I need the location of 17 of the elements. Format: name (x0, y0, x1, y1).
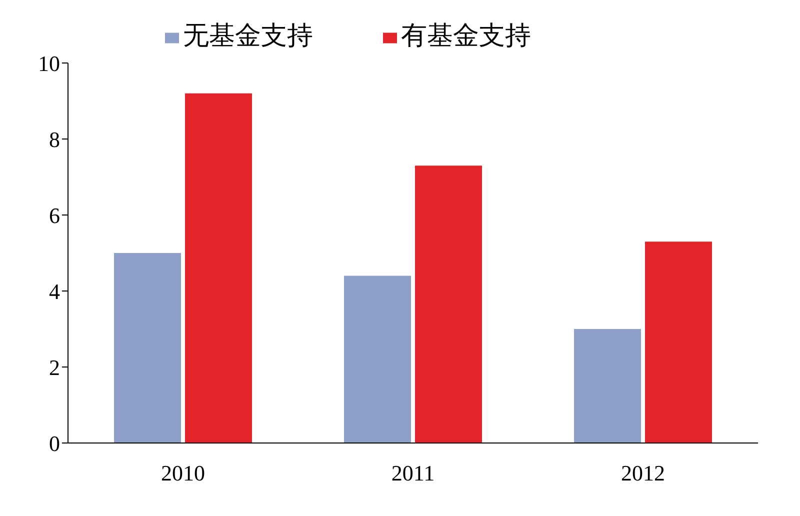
x-tick-label: 2012 (621, 460, 665, 486)
bar (114, 253, 181, 443)
bar (574, 329, 641, 443)
x-tick-label: 2011 (391, 460, 435, 486)
y-tick-label: 0 (49, 430, 60, 456)
bar (415, 166, 482, 443)
y-tick-label: 6 (49, 202, 60, 228)
bar (185, 93, 252, 443)
bar (645, 242, 712, 443)
y-tick-label: 10 (38, 50, 60, 76)
y-tick-label: 8 (49, 126, 60, 152)
legend-label: 有基金支持 (401, 21, 531, 50)
y-tick-label: 2 (49, 354, 60, 380)
x-tick-label: 2010 (161, 460, 205, 486)
bar (344, 276, 411, 443)
y-tick-label: 4 (49, 278, 60, 304)
legend-label: 无基金支持 (183, 21, 313, 50)
